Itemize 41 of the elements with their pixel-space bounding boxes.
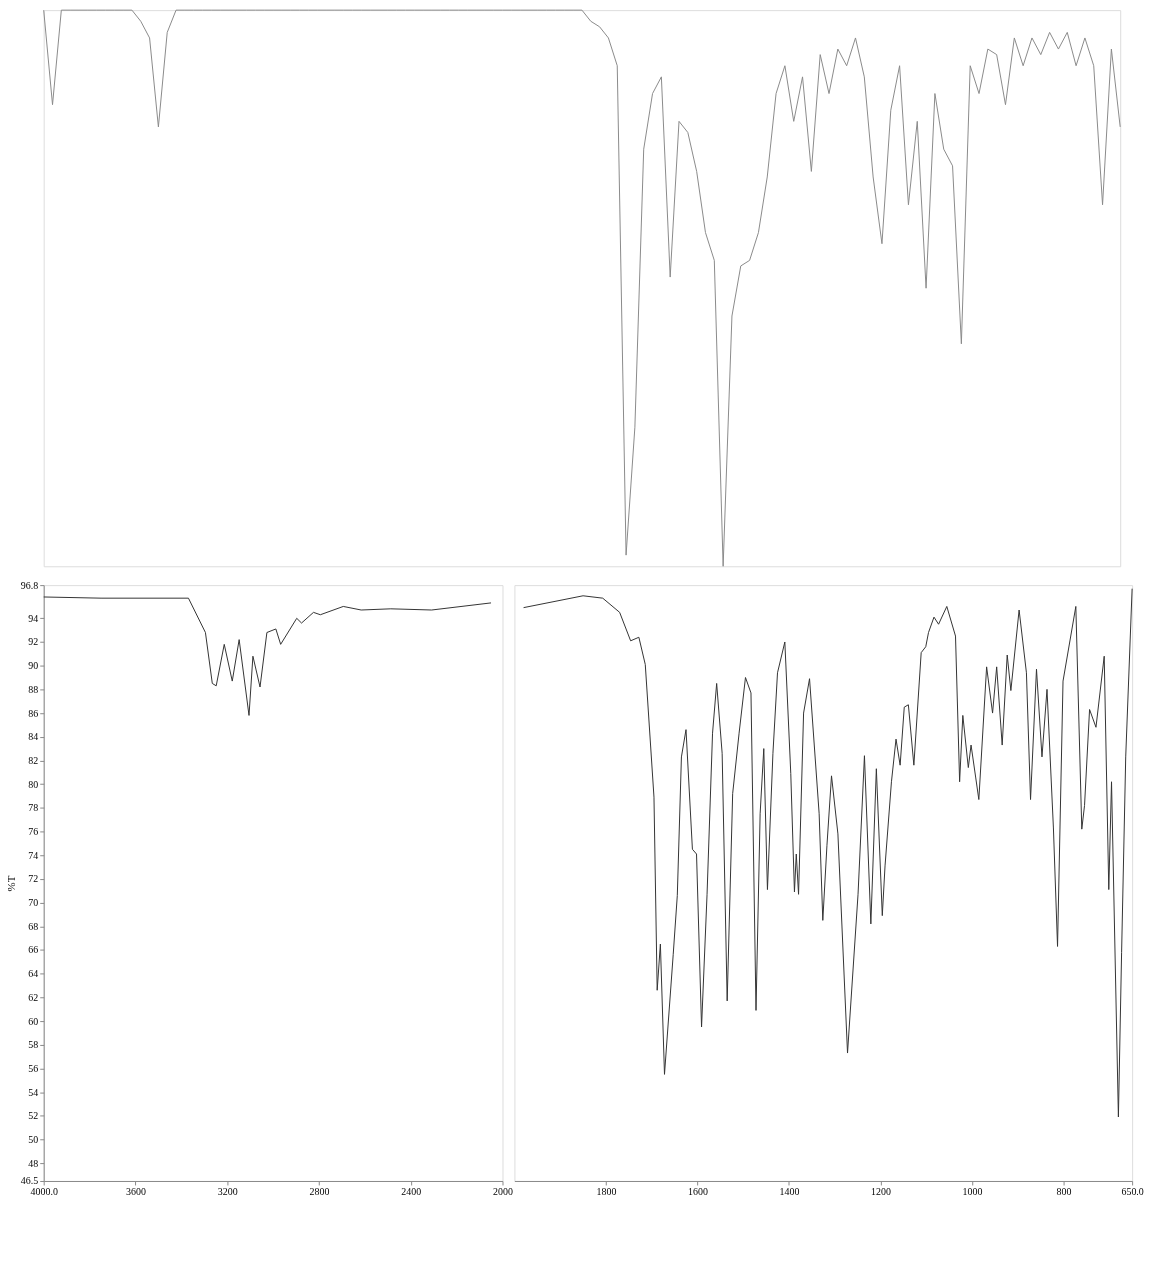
x-tick-label: 4000.0 <box>30 1186 58 1198</box>
x-tick-label: 3600 <box>126 1186 146 1198</box>
y-tick-label: 56 <box>28 1062 39 1074</box>
x-tick-label: 2400 <box>401 1186 422 1198</box>
y-tick-label: 94 <box>28 612 39 624</box>
y-tick-label: 88 <box>28 683 39 695</box>
y-tick-label: 46.5 <box>20 1175 39 1187</box>
y-tick-label: 92 <box>28 636 39 648</box>
y-tick-label: 62 <box>28 991 39 1003</box>
y-tick-label: 70 <box>28 897 39 909</box>
y-tick-label: 72 <box>28 873 39 885</box>
x-tick-label: 800 <box>1056 1186 1072 1198</box>
y-tick-label: 74 <box>28 849 39 861</box>
y-tick-label: 66 <box>28 944 39 956</box>
y-tick-label: 52 <box>28 1110 39 1122</box>
y-tick-label: 64 <box>28 968 39 980</box>
y-tick-label: 82 <box>28 754 39 766</box>
x-tick-label: 1600 <box>688 1186 708 1198</box>
y-axis-title: %T <box>4 875 17 892</box>
y-tick-label: 78 <box>28 802 39 814</box>
x-tick-label: 2800 <box>309 1186 330 1198</box>
y-tick-label: 54 <box>28 1086 39 1098</box>
y-tick-label: 58 <box>28 1039 39 1051</box>
y-tick-label: 96.8 <box>20 579 39 591</box>
x-tick-label: 2000 <box>493 1186 513 1198</box>
x-tick-label: 1000 <box>962 1186 983 1198</box>
y-tick-label: 90 <box>28 660 39 672</box>
y-tick-label: 86 <box>28 707 39 719</box>
y-tick-label: 50 <box>28 1133 39 1145</box>
y-tick-label: 76 <box>28 826 39 837</box>
y-tick-label: 60 <box>28 1015 39 1027</box>
x-tick-label: 1800 <box>596 1186 617 1198</box>
y-tick-label: 68 <box>28 920 39 932</box>
x-tick-label: 3200 <box>217 1186 238 1198</box>
y-tick-label: 84 <box>28 731 39 743</box>
line-series <box>43 596 492 716</box>
y-tick-label: 80 <box>28 778 39 790</box>
y-tick-label: 48 <box>28 1157 39 1169</box>
x-tick-label: 650.0 <box>1121 1186 1144 1198</box>
x-tick-label: 1400 <box>779 1186 800 1198</box>
x-tick-label: 1200 <box>871 1186 891 1198</box>
